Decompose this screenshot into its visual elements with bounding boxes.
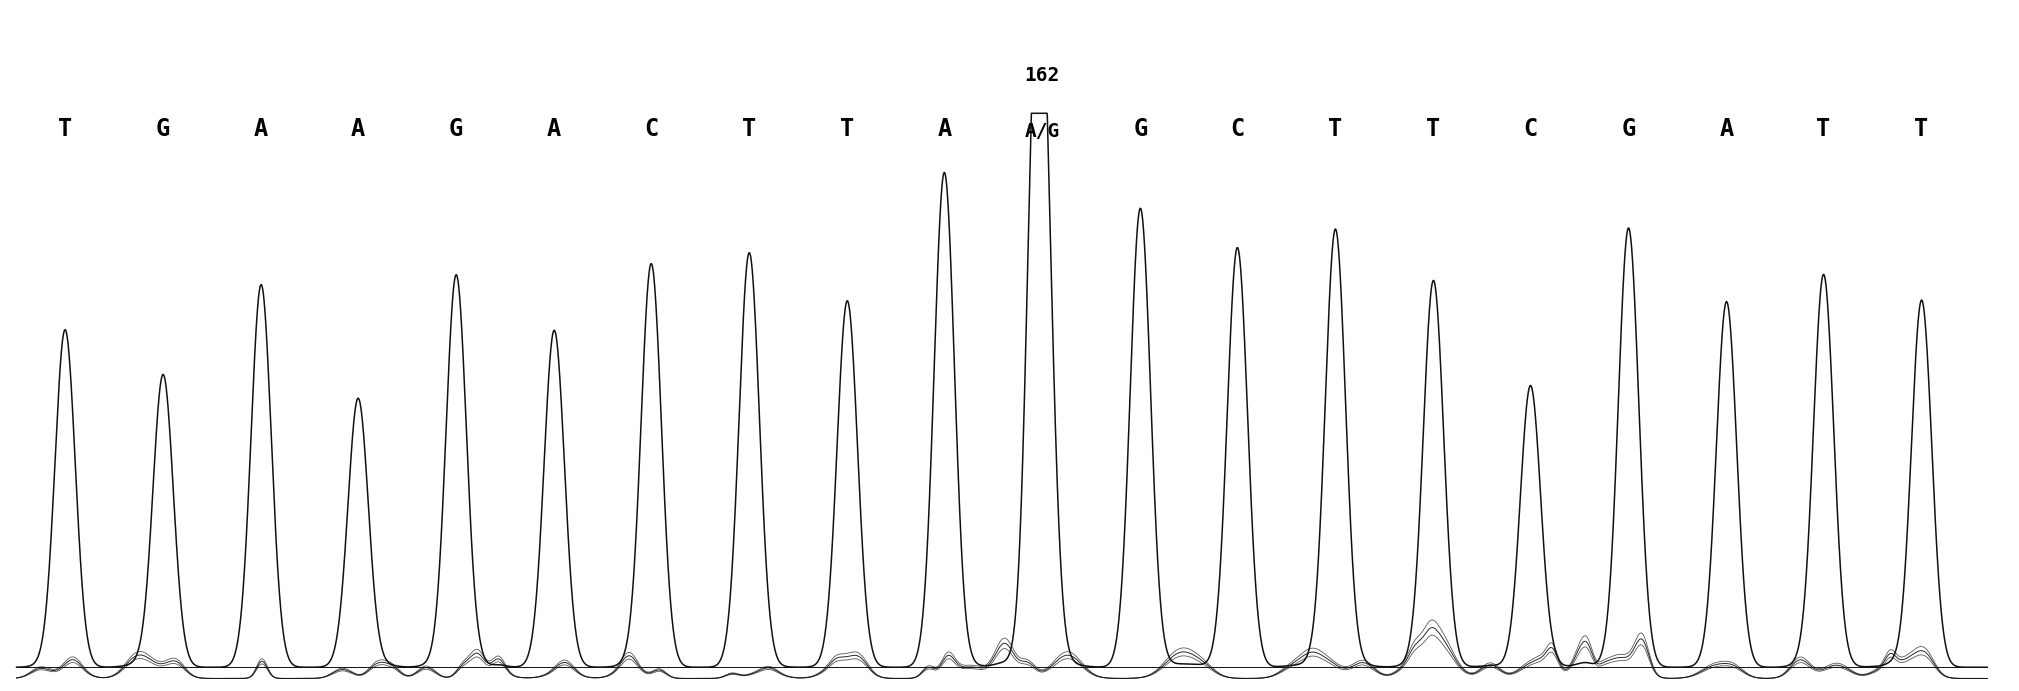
Text: A/G: A/G: [1026, 122, 1060, 141]
Text: T: T: [1914, 117, 1928, 141]
Text: A: A: [351, 117, 365, 141]
Text: A: A: [254, 117, 269, 141]
Text: A: A: [547, 117, 561, 141]
Text: T: T: [1425, 117, 1442, 141]
Text: T: T: [840, 117, 854, 141]
Text: G: G: [155, 117, 170, 141]
Text: C: C: [644, 117, 658, 141]
Text: C: C: [1230, 117, 1244, 141]
Text: G: G: [1133, 117, 1147, 141]
Text: T: T: [59, 117, 73, 141]
Text: G: G: [1621, 117, 1635, 141]
Text: A: A: [1720, 117, 1734, 141]
Text: T: T: [1329, 117, 1343, 141]
Text: G: G: [448, 117, 462, 141]
Text: T: T: [743, 117, 757, 141]
Text: C: C: [1524, 117, 1538, 141]
Text: A: A: [937, 117, 951, 141]
Text: T: T: [1817, 117, 1831, 141]
Text: 162: 162: [1026, 66, 1060, 85]
